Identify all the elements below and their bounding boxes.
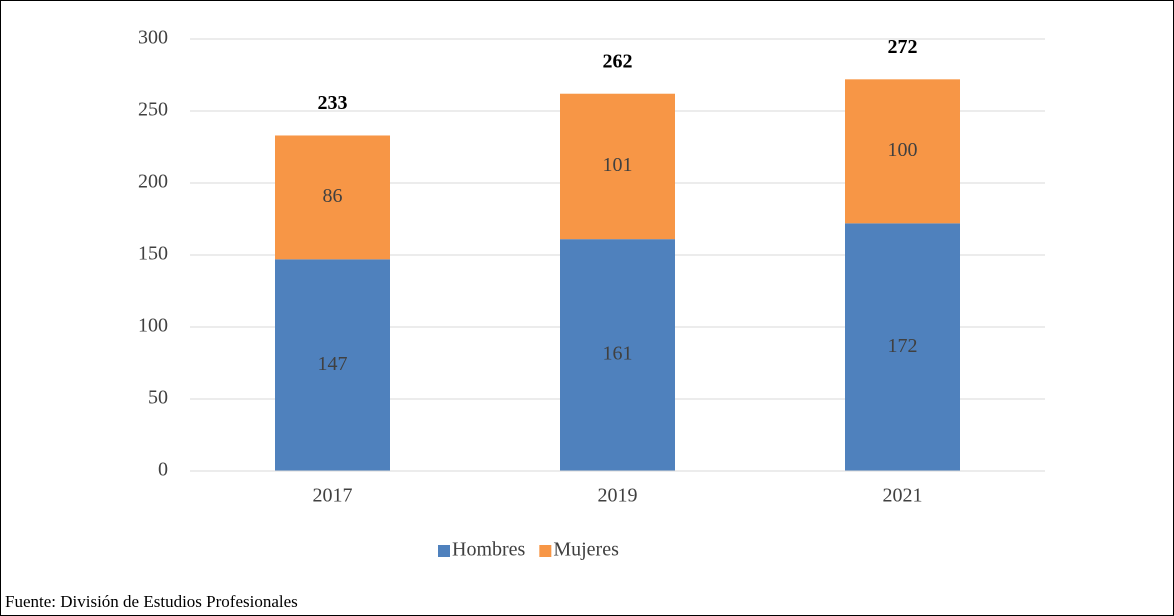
x-tick-label: 2021 (883, 485, 923, 507)
total-label: 262 (603, 50, 633, 72)
legend-swatch (539, 545, 552, 557)
y-tick-label: 0 (158, 459, 168, 481)
bar-segment (845, 223, 960, 471)
legend-label: Mujeres (553, 539, 619, 561)
data-label: 172 (888, 335, 918, 357)
bar-segment (275, 259, 390, 471)
y-tick-label: 250 (138, 99, 168, 121)
x-tick-label: 2017 (313, 485, 353, 507)
source-note: Fuente: División de Estudios Profesional… (5, 592, 298, 611)
y-tick-label: 150 (138, 243, 168, 265)
data-label: 86 (323, 185, 343, 207)
y-tick-label: 100 (138, 315, 168, 337)
x-tick-label: 2019 (598, 485, 638, 507)
y-tick-label: 300 (138, 27, 168, 49)
data-label: 101 (603, 154, 633, 176)
data-label: 161 (603, 343, 633, 365)
total-label: 233 (318, 92, 348, 114)
y-tick-label: 50 (148, 387, 168, 409)
bar-segment (560, 239, 675, 471)
bar-segment (845, 79, 960, 224)
legend-swatch (438, 545, 450, 557)
y-tick-label: 200 (138, 171, 168, 193)
data-label: 147 (318, 353, 348, 375)
legend-label: Hombres (452, 539, 526, 561)
data-label: 100 (888, 139, 918, 161)
total-label: 272 (888, 36, 918, 58)
bar-segment (275, 135, 390, 260)
bar-segment (560, 93, 675, 240)
